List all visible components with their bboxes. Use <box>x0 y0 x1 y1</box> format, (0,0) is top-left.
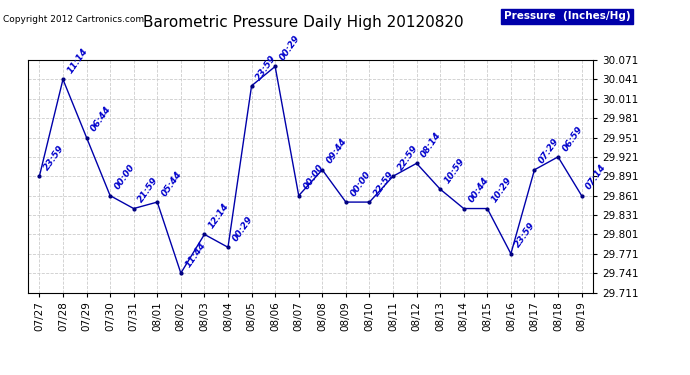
Text: Pressure  (Inches/Hg): Pressure (Inches/Hg) <box>504 11 631 21</box>
Text: 11:44: 11:44 <box>184 240 208 269</box>
Text: 07:29: 07:29 <box>538 137 561 166</box>
Text: 10:29: 10:29 <box>490 176 514 204</box>
Text: 11:14: 11:14 <box>66 46 90 75</box>
Text: 00:00: 00:00 <box>302 163 325 192</box>
Text: 00:29: 00:29 <box>278 34 302 62</box>
Text: 23:59: 23:59 <box>255 53 278 82</box>
Text: 00:29: 00:29 <box>230 214 255 243</box>
Text: 21:59: 21:59 <box>137 176 160 204</box>
Text: 22:59: 22:59 <box>372 169 396 198</box>
Text: 08:14: 08:14 <box>420 130 443 159</box>
Text: Copyright 2012 Cartronics.com: Copyright 2012 Cartronics.com <box>3 15 145 24</box>
Text: 23:59: 23:59 <box>513 221 538 250</box>
Text: 09:44: 09:44 <box>325 137 349 166</box>
Text: 07:14: 07:14 <box>584 163 608 192</box>
Text: 00:00: 00:00 <box>113 163 137 192</box>
Text: 12:14: 12:14 <box>207 202 231 230</box>
Text: 00:44: 00:44 <box>466 176 491 204</box>
Text: Barometric Pressure Daily High 20120820: Barometric Pressure Daily High 20120820 <box>144 15 464 30</box>
Text: 22:59: 22:59 <box>396 144 420 172</box>
Text: 23:59: 23:59 <box>42 144 66 172</box>
Text: 05:44: 05:44 <box>160 169 184 198</box>
Text: 06:59: 06:59 <box>561 124 584 153</box>
Text: 10:59: 10:59 <box>443 156 466 185</box>
Text: 06:44: 06:44 <box>89 105 113 134</box>
Text: 00:00: 00:00 <box>348 169 373 198</box>
